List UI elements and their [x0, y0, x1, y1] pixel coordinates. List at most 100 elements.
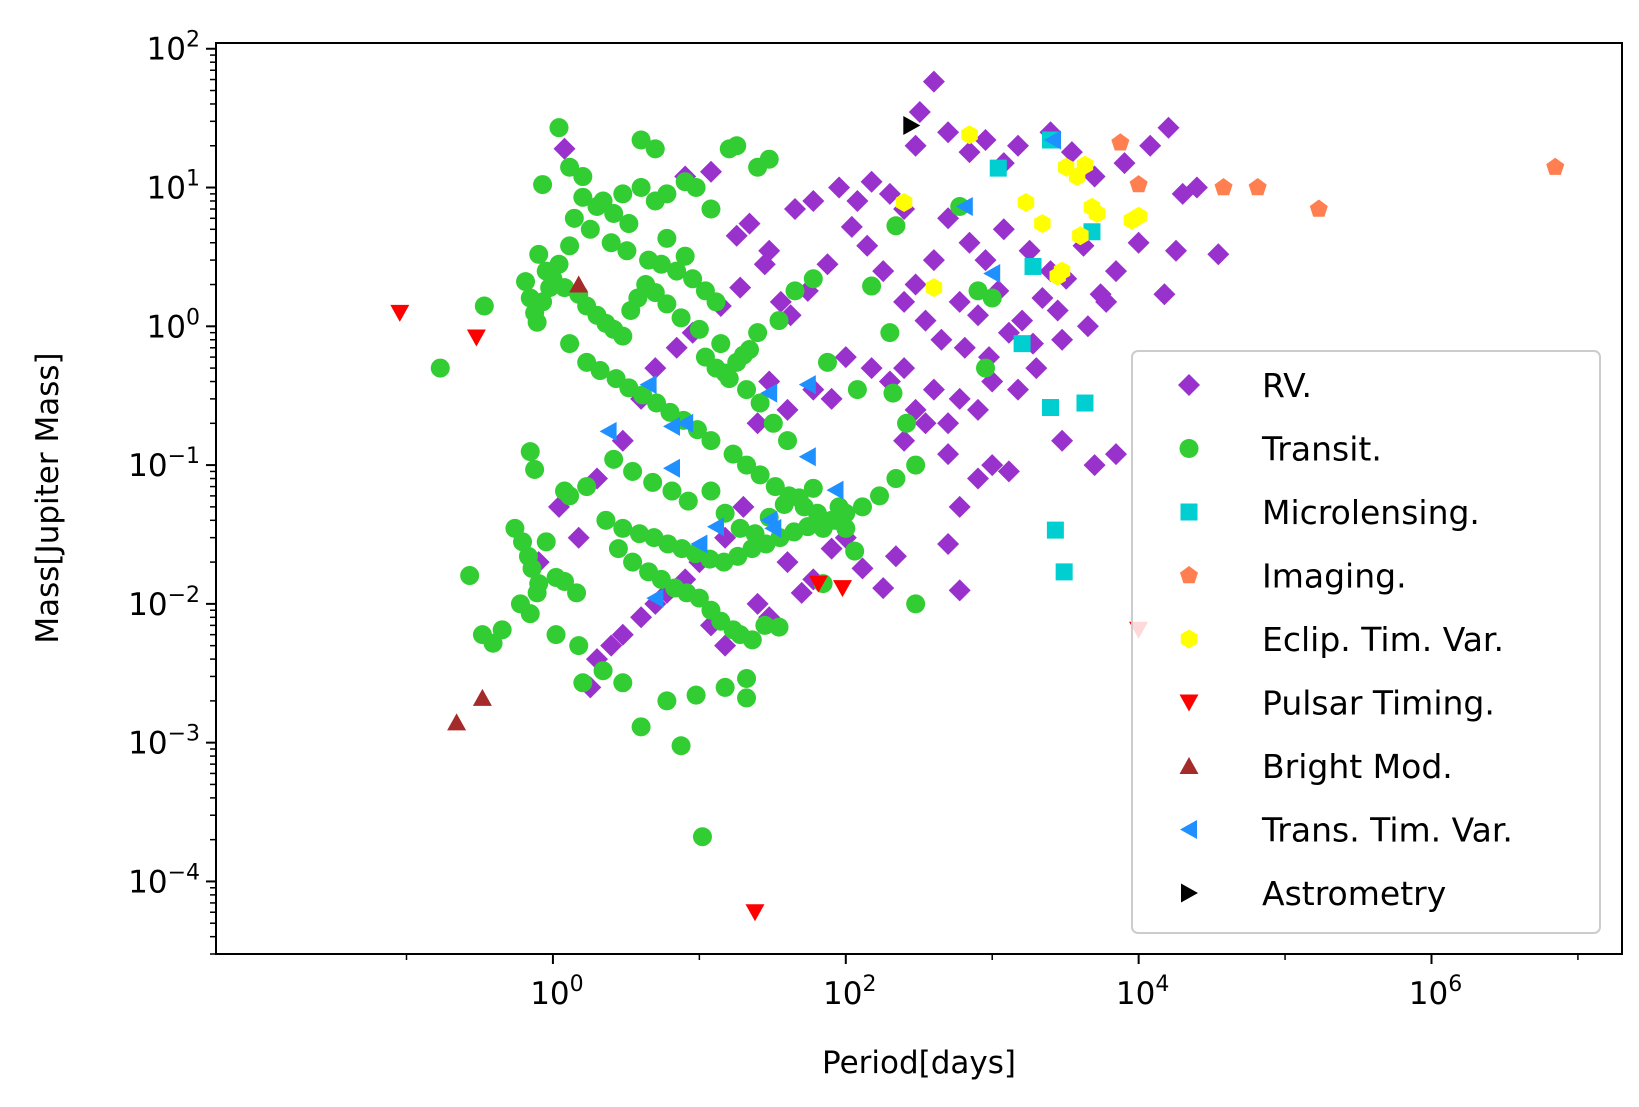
data-point: [573, 167, 593, 187]
data-point: [611, 429, 634, 452]
data-point: [1031, 287, 1054, 309]
data-point: [880, 323, 900, 343]
legend-label: RV.: [1262, 366, 1312, 405]
data-point: [631, 178, 651, 198]
data-point: [604, 449, 624, 469]
data-point: [730, 518, 750, 538]
data-point: [803, 269, 823, 289]
data-point: [955, 197, 973, 216]
data-point: [737, 455, 757, 475]
data-point: [884, 545, 907, 568]
data-point: [817, 352, 837, 372]
data-point: [976, 358, 996, 378]
data-point: [967, 304, 989, 327]
data-point: [560, 486, 580, 506]
data-point: [599, 421, 617, 441]
data-point: [820, 387, 843, 410]
data-point: [937, 443, 960, 466]
data-point: [651, 569, 671, 589]
data-point: [745, 904, 765, 922]
data-point: [1127, 231, 1150, 254]
data-point: [802, 190, 825, 212]
data-point: [555, 571, 575, 591]
series-4: [895, 125, 1147, 298]
data-point: [715, 677, 735, 697]
data-point: [769, 617, 789, 637]
data-point: [908, 101, 931, 123]
data-point: [860, 357, 883, 380]
data-point: [737, 688, 757, 708]
series-3: [1111, 133, 1565, 217]
data-point: [522, 558, 542, 578]
data-point: [808, 575, 828, 593]
data-point: [883, 383, 903, 403]
data-point: [1546, 157, 1565, 175]
data-point: [1046, 521, 1064, 539]
data-point: [937, 412, 960, 435]
data-point: [776, 551, 799, 574]
data-point: [689, 319, 709, 339]
data-point: [725, 224, 748, 247]
data-point: [856, 234, 879, 257]
data-point: [807, 503, 827, 523]
axis-ticks: 100 102 104 106 10−4 10−3 10−2 10−1 100 101 102: [128, 28, 1579, 1012]
data-point: [1017, 193, 1035, 212]
data-point: [834, 346, 857, 369]
data-point: [759, 149, 779, 169]
data-point: [601, 233, 621, 253]
data-point: [645, 139, 665, 159]
tick-label: 102: [823, 972, 876, 1012]
legend-marker: [1180, 566, 1198, 584]
data-point: [1044, 130, 1061, 150]
data-point: [663, 416, 680, 436]
data-point: [629, 524, 649, 544]
data-point: [707, 517, 724, 537]
data-point: [906, 455, 926, 475]
data-point: [1025, 357, 1048, 380]
data-point: [1024, 257, 1042, 275]
data-point: [1046, 299, 1069, 322]
data-point: [706, 292, 726, 312]
data-point: [1076, 315, 1099, 338]
data-point: [974, 129, 997, 151]
data-point: [549, 254, 569, 274]
data-point: [1049, 266, 1066, 286]
data-point: [878, 182, 901, 205]
data-point: [776, 398, 799, 421]
data-point: [737, 668, 757, 688]
tick-label: 100: [530, 972, 583, 1012]
data-point: [630, 606, 653, 629]
data-point: [569, 275, 589, 293]
data-point: [1157, 116, 1180, 139]
data-point: [1214, 178, 1233, 196]
legend-label: Bright Mod.: [1262, 747, 1453, 786]
data-point: [829, 497, 849, 517]
data-point: [527, 583, 547, 603]
data-point: [569, 636, 589, 656]
data-point: [872, 577, 895, 600]
data-point: [974, 249, 997, 272]
series-0: [527, 70, 1230, 699]
data-point: [760, 383, 778, 403]
tick-label: 104: [1116, 972, 1169, 1012]
data-point: [700, 160, 722, 183]
data-point: [647, 393, 667, 413]
tick-label: 10−3: [128, 722, 200, 762]
data-point: [549, 118, 569, 138]
data-point: [567, 583, 587, 603]
data-point: [778, 431, 798, 451]
data-point: [826, 480, 844, 500]
data-point: [893, 357, 916, 380]
data-point: [1051, 429, 1074, 452]
data-point: [1105, 443, 1127, 466]
data-point: [914, 309, 937, 332]
data-point: [671, 736, 691, 756]
data-point: [536, 532, 556, 552]
data-point: [466, 329, 486, 347]
data-point: [739, 340, 759, 360]
data-point: [765, 477, 785, 497]
data-point: [785, 281, 805, 301]
data-point: [948, 495, 971, 518]
data-point: [803, 478, 823, 498]
data-point: [904, 134, 927, 157]
